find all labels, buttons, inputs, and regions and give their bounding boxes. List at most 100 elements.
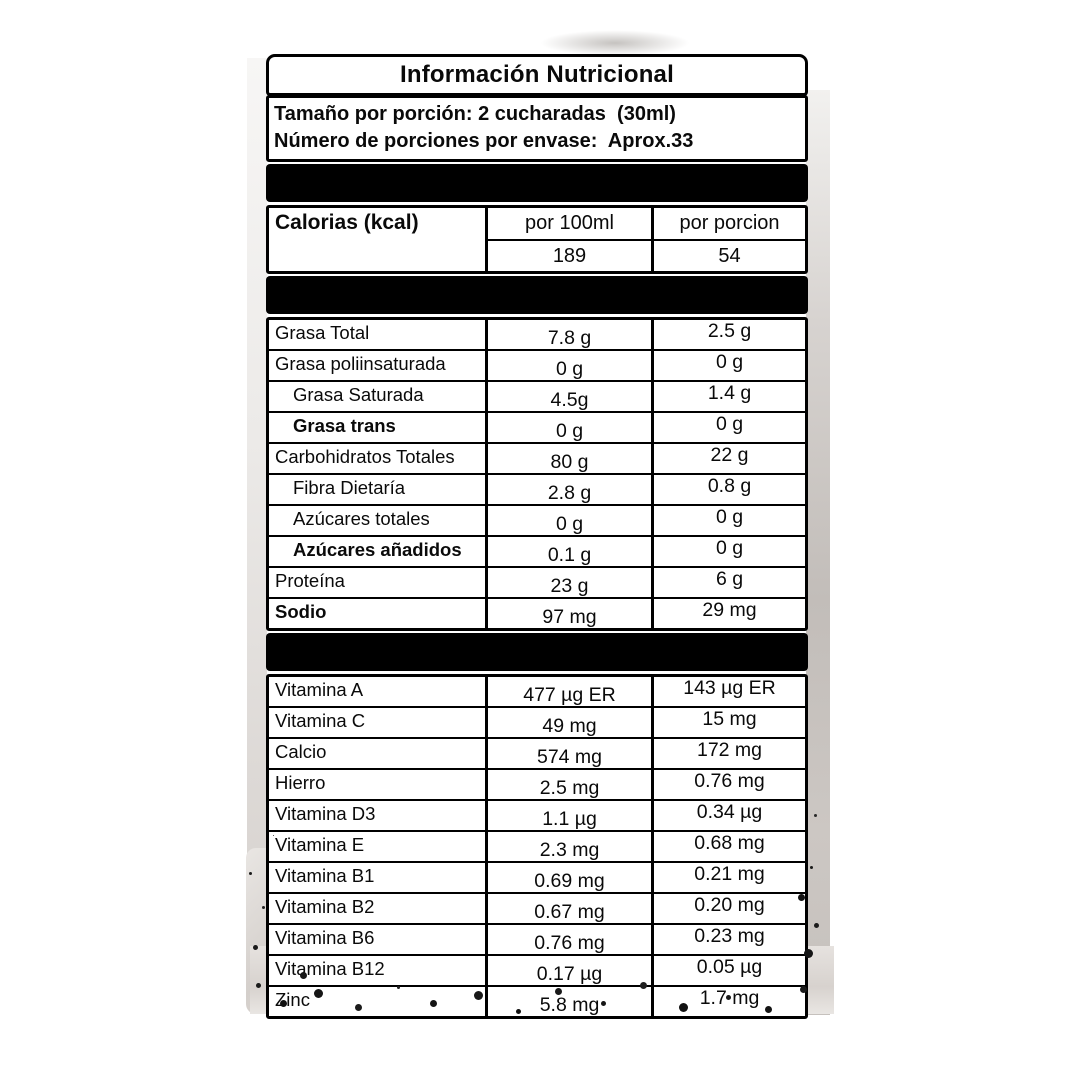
- nutrient-row: Zinc 5.8 mg 1.7 mg: [269, 985, 805, 1016]
- nutrient-per-100ml-value: 0.67 mg: [485, 894, 651, 923]
- seed-speckles: [300, 972, 307, 979]
- nutrient-name: Vitamina B1: [275, 865, 375, 886]
- calories-per-portion-value: 54: [651, 241, 805, 271]
- nutrient-per-portion-value: 22 g: [651, 444, 805, 473]
- divider-bar: [266, 164, 808, 202]
- divider-bar: [266, 276, 808, 314]
- nutrition-label: Información Nutricional Tamaño por porci…: [266, 54, 808, 1019]
- nutrient-name: Vitamina B2: [275, 896, 375, 917]
- nutrient-per-100ml-value: 477 µg ER: [485, 677, 651, 706]
- nutrient-per-100ml-value: 4.5g: [485, 382, 651, 411]
- nutrient-per-portion-value: 0.21 mg: [651, 863, 805, 892]
- nutrient-name: Vitamina D3: [275, 803, 376, 824]
- nutrient-name: Azúcares totales: [293, 508, 430, 529]
- nutrient-per-portion-value: 143 µg ER: [651, 677, 805, 706]
- nutrition-title: Información Nutricional: [400, 61, 674, 88]
- nutrient-per-portion-value: 0.76 mg: [651, 770, 805, 799]
- nutrient-per-portion-value: 0 g: [651, 506, 805, 535]
- nutrient-row: Vitamina B6 0.76 mg 0.23 mg: [269, 923, 805, 954]
- nutrient-row: Fibra Dietaría 2.8 g 0.8 g: [269, 473, 805, 504]
- nutrient-name: Proteína: [275, 570, 345, 591]
- nutrient-per-100ml-value: 0.76 mg: [485, 925, 651, 954]
- serving-size-line: Tamaño por porción: 2 cucharadas (30ml): [274, 103, 676, 125]
- nutrient-per-portion-value: 29 mg: [651, 599, 805, 628]
- nutrient-row: Vitamina D3 1.1 µg 0.34 µg: [269, 799, 805, 830]
- nutrient-name: Vitamina C: [275, 710, 366, 731]
- nutrient-per-portion-value: 1.4 g: [651, 382, 805, 411]
- nutrient-row: Hierro 2.5 mg 0.76 mg: [269, 768, 805, 799]
- nutrient-name: Grasa Total: [275, 322, 370, 343]
- nutrient-per-100ml-value: 7.8 g: [485, 320, 651, 349]
- nutrient-per-100ml-value: 2.8 g: [485, 475, 651, 504]
- nutrient-name: Zinc: [275, 989, 310, 1010]
- nutrient-per-100ml-value: 2.5 mg: [485, 770, 651, 799]
- nutrient-name: Fibra Dietaría: [293, 477, 406, 498]
- nutrient-row: Vitamina A 477 µg ER 143 µg ER: [269, 677, 805, 706]
- nutrient-per-100ml-value: 0 g: [485, 351, 651, 380]
- nutrient-row: Grasa Total 7.8 g 2.5 g: [269, 320, 805, 349]
- nutrient-per-100ml-value: 0.69 mg: [485, 863, 651, 892]
- nutrient-per-100ml-value: 23 g: [485, 568, 651, 597]
- nutrient-name: Azúcares añadidos: [293, 539, 462, 560]
- nutrient-per-100ml-value: 49 mg: [485, 708, 651, 737]
- nutrient-per-portion-value: 0.05 µg: [651, 956, 805, 985]
- nutrient-per-portion-value: 0 g: [651, 413, 805, 442]
- nutrient-per-100ml-value: 0 g: [485, 413, 651, 442]
- nutrient-row: Calcio 574 mg 172 mg: [269, 737, 805, 768]
- nutrient-per-portion-value: 0.20 mg: [651, 894, 805, 923]
- micronutrients-table: Vitamina A 477 µg ER 143 µg ER Vitamina C 49…: [266, 674, 808, 1019]
- nutrient-row: Grasa Saturada 4.5g 1.4 g: [269, 380, 805, 411]
- serving-info-box: Tamaño por porción: 2 cucharadas (30ml) …: [266, 95, 808, 162]
- nutrient-per-portion-value: 15 mg: [651, 708, 805, 737]
- nutrient-name: Grasa Saturada: [293, 384, 424, 405]
- divider-bar: [266, 633, 808, 671]
- macronutrients-table: Grasa Total 7.8 g 2.5 g Grasa poliinsaturad…: [266, 317, 808, 631]
- column-header-per-portion: por porcion: [651, 208, 805, 241]
- nutrient-per-portion-value: 0 g: [651, 537, 805, 566]
- nutrient-row: Sodio 97 mg 29 mg: [269, 597, 805, 628]
- bottle-right-edge: [806, 90, 830, 1015]
- nutrient-per-portion-value: 6 g: [651, 568, 805, 597]
- nutrient-name: Vitamina B12: [275, 958, 385, 979]
- nutrient-name: Vitamina B6: [275, 927, 375, 948]
- nutrient-per-portion-value: 0 g: [651, 351, 805, 380]
- nutrient-per-portion-value: 1.7 mg: [651, 987, 805, 1016]
- bottle-left-edge: [247, 58, 267, 1008]
- nutrient-per-100ml-value: 97 mg: [485, 599, 651, 628]
- calories-per-100ml-value: 189: [485, 241, 651, 271]
- nutrient-name: Carbohidratos Totales: [275, 446, 455, 467]
- column-header-per-100ml: por 100ml: [485, 208, 651, 241]
- nutrient-name: Vitamina E: [275, 834, 365, 855]
- nutrient-row: Vitamina B1 0.69 mg 0.21 mg: [269, 861, 805, 892]
- nutrition-title-box: Información Nutricional: [266, 54, 808, 96]
- nutrient-per-portion-value: 2.5 g: [651, 320, 805, 349]
- nutrient-per-100ml-value: 0.17 µg: [485, 956, 651, 985]
- nutrient-name: Grasa poliinsaturada: [275, 353, 446, 374]
- calories-label: Calorias (kcal): [275, 211, 419, 234]
- nutrient-per-100ml-value: 80 g: [485, 444, 651, 473]
- nutrient-per-100ml-value: 5.8 mg: [485, 987, 651, 1016]
- nutrient-row: Carbohidratos Totales 80 g 22 g: [269, 442, 805, 473]
- nutrient-per-100ml-value: 1.1 µg: [485, 801, 651, 830]
- nutrient-per-100ml-value: 574 mg: [485, 739, 651, 768]
- nutrient-per-100ml-value: 0 g: [485, 506, 651, 535]
- nutrient-name: Sodio: [275, 601, 327, 622]
- nutrient-per-portion-value: 0.34 µg: [651, 801, 805, 830]
- nutrient-row: Vitamina C 49 mg 15 mg: [269, 706, 805, 737]
- nutrient-per-portion-value: 0.68 mg: [651, 832, 805, 861]
- nutrient-row: Vitamina E 2.3 mg 0.68 mg: [269, 830, 805, 861]
- nutrient-row: Vitamina B2 0.67 mg 0.20 mg: [269, 892, 805, 923]
- nutrient-per-100ml-value: 2.3 mg: [485, 832, 651, 861]
- nutrient-name: Vitamina A: [275, 679, 364, 700]
- nutrient-name: Hierro: [275, 772, 326, 793]
- servings-per-container-line: Número de porciones por envase: Aprox.33: [274, 130, 694, 152]
- nutrient-name: Grasa trans: [293, 415, 396, 436]
- nutrient-per-portion-value: 0.23 mg: [651, 925, 805, 954]
- nutrient-per-portion-value: 172 mg: [651, 739, 805, 768]
